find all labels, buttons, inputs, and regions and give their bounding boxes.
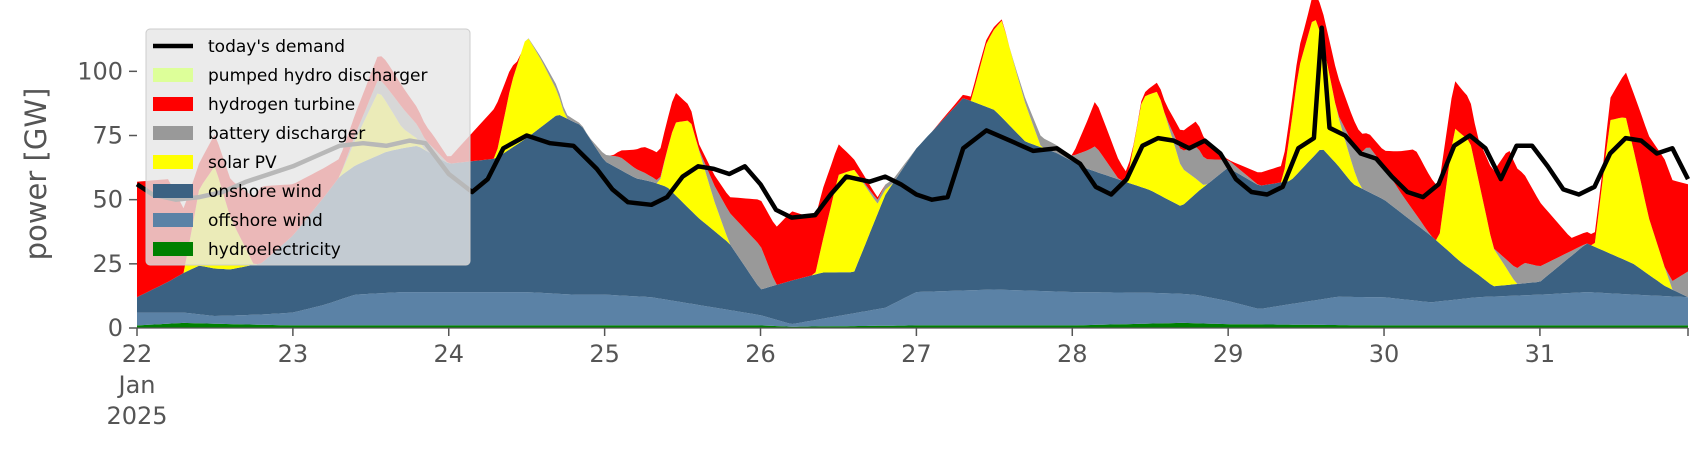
legend-swatch-pumped-hydro-discharger [153, 68, 193, 82]
x-tick-label: 31 [1525, 340, 1556, 368]
y-tick-label: 25 [92, 250, 123, 278]
legend-label-onshore-wind: onshore wind [208, 182, 322, 202]
y-tick-label: 50 [92, 186, 123, 214]
legend-label-hydrogen-turbine: hydrogen turbine [208, 95, 355, 115]
x-tick-label: 2025 [106, 402, 167, 430]
area-offshore-wind [137, 289, 1688, 327]
legend-swatch-hydroelectricity [153, 242, 193, 256]
legend-swatch-offshore-wind [153, 213, 193, 227]
legend-label-hydroelectricity: hydroelectricity [208, 240, 341, 260]
area-onshore-wind [137, 98, 1688, 324]
legend-swatch-onshore-wind [153, 184, 193, 198]
x-tick-label: 27 [901, 340, 932, 368]
legend-label-today-s-demand: today's demand [208, 37, 345, 57]
x-tick-label: 28 [1057, 340, 1088, 368]
x-tick-label: 22 [122, 340, 153, 368]
area-hydroelectricity [137, 322, 1688, 328]
x-tick-label: 30 [1369, 340, 1400, 368]
legend-swatch-battery-discharger [153, 126, 193, 140]
legend-label-solar-pv: solar PV [208, 153, 277, 173]
legend-swatch-solar-pv [153, 155, 193, 169]
axes: 0 25 50 75 100 22 Jan 2025 23 24 25 26 27 28 29 30 31 pow… [19, 57, 1689, 430]
legend-swatch-hydrogen-turbine [153, 97, 193, 111]
y-tick-label: 75 [92, 122, 123, 150]
area-hydrogen-turbine [137, 0, 1688, 298]
y-tick-label: 0 [108, 314, 123, 342]
x-tick-label: Jan [117, 371, 156, 399]
x-tick-label: 23 [278, 340, 309, 368]
y-axis-label: power [GW] [19, 88, 53, 261]
legend: today's demand pumped hydro discharger hyd… [145, 28, 471, 266]
legend-label-battery-discharger: battery discharger [208, 124, 365, 144]
x-tick-label: 29 [1213, 340, 1244, 368]
y-tick-label: 100 [77, 57, 123, 85]
x-tick-label: 25 [589, 340, 620, 368]
legend-label-pumped-hydro-discharger: pumped hydro discharger [208, 66, 427, 86]
x-tick-label: 24 [433, 340, 464, 368]
area-solar-pv [137, 20, 1688, 298]
x-tick-label: 26 [745, 340, 776, 368]
legend-label-offshore-wind: offshore wind [208, 211, 323, 231]
stacked-areas [137, 0, 1688, 328]
legend-box [145, 28, 471, 266]
